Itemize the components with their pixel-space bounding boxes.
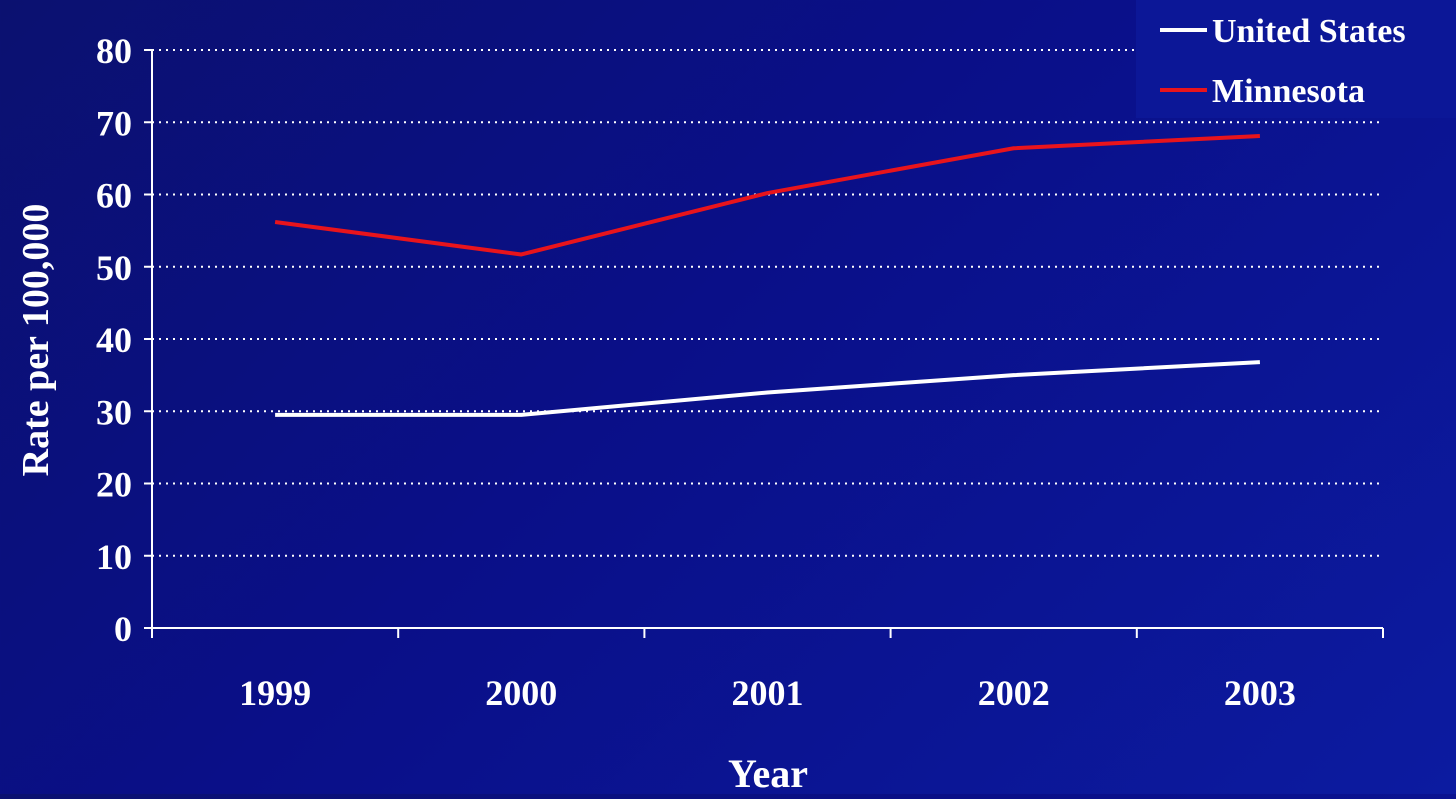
y-tick-label: 80 xyxy=(96,31,132,71)
y-tick-label: 40 xyxy=(96,320,132,360)
x-tick-label: 1999 xyxy=(239,673,311,713)
legend-label: Minnesota xyxy=(1212,73,1365,110)
y-tick-label: 10 xyxy=(96,537,132,577)
y-tick-label: 20 xyxy=(96,465,132,505)
series-lines xyxy=(274,133,1261,417)
series-line-united-states xyxy=(275,360,1261,417)
x-axis-title: Year xyxy=(728,751,808,794)
y-axis-title: Rate per 100,000 xyxy=(15,204,57,477)
y-tick-label: 70 xyxy=(96,103,132,143)
y-tick-label: 30 xyxy=(96,392,132,432)
y-tick-labels: 0 10 20 30 40 50 60 70 80 xyxy=(96,31,132,649)
y-tick-label: 60 xyxy=(96,176,132,216)
x-tick-label: 2003 xyxy=(1224,673,1296,713)
series-line-minnesota xyxy=(274,133,1260,257)
x-tick-labels: 1999 2000 2001 2002 2003 xyxy=(239,673,1296,713)
grid-lines xyxy=(152,49,1383,557)
legend-background xyxy=(1136,0,1456,118)
legend-label: United States xyxy=(1212,13,1406,50)
x-tick-label: 2002 xyxy=(978,673,1050,713)
legend: United States Minnesota xyxy=(1136,0,1456,118)
x-tick-label: 2001 xyxy=(732,673,804,713)
x-tick-label: 2000 xyxy=(485,673,557,713)
axes xyxy=(144,49,1384,638)
y-tick-label: 0 xyxy=(114,609,132,649)
y-tick-label: 50 xyxy=(96,248,132,288)
